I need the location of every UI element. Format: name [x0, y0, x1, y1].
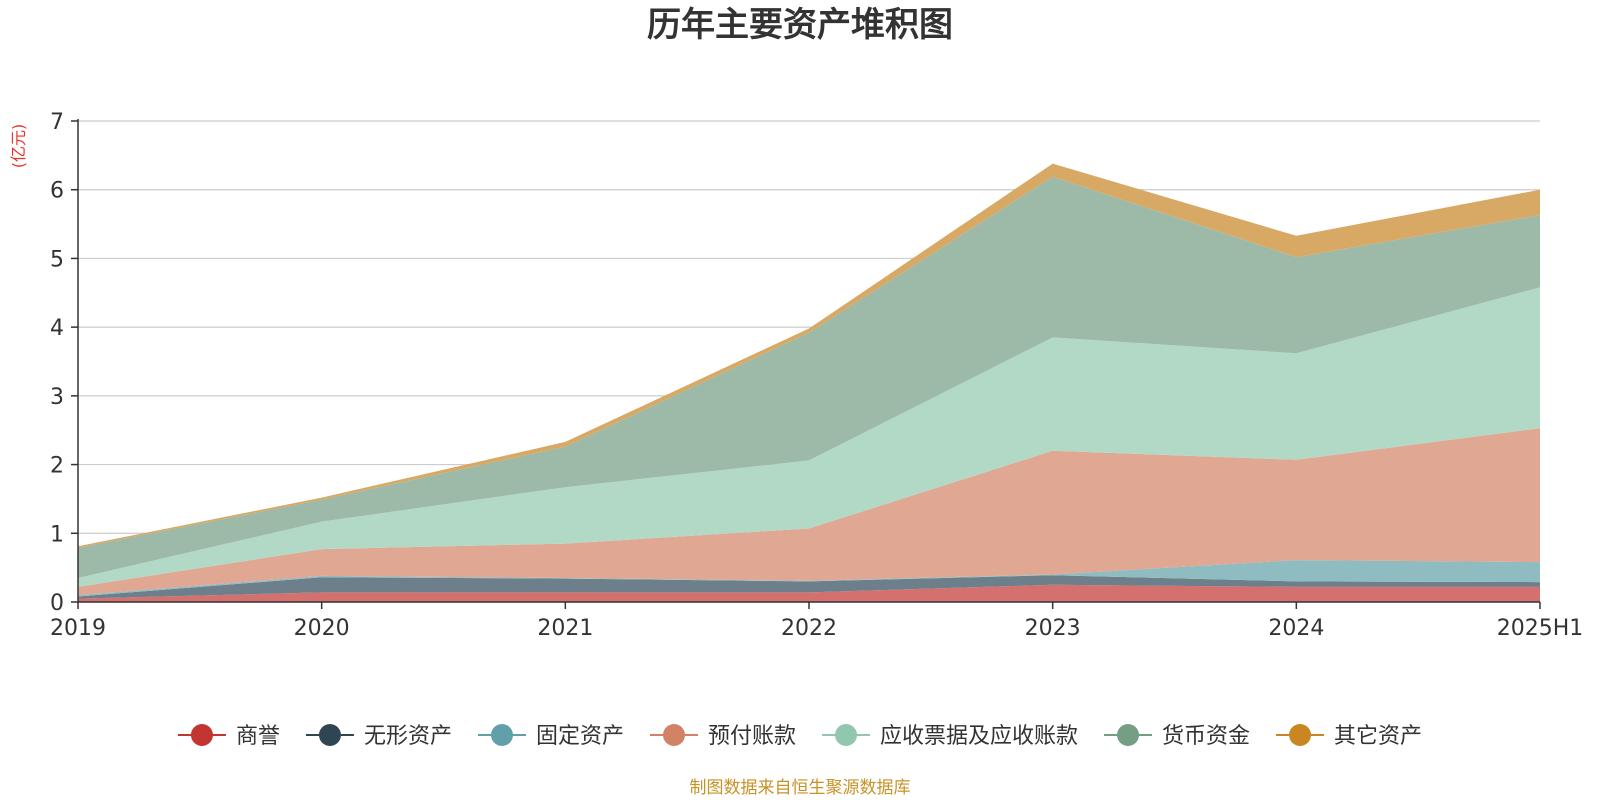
- x-tick-label-2022: 2022: [781, 616, 837, 641]
- legend-swatch-marker: [1289, 724, 1312, 746]
- legend-item[interactable]: 应收票据及应收账款: [822, 724, 1078, 749]
- legend-swatch-marker: [318, 724, 341, 746]
- area-series-2: [78, 575, 1540, 599]
- legend-label: 其它资产: [1334, 724, 1422, 749]
- y-tick-label-5: 5: [50, 247, 64, 272]
- legend-item[interactable]: 预付账款: [649, 724, 796, 749]
- legend-label: 商誉: [236, 724, 280, 749]
- area-series-4: [78, 428, 1540, 596]
- y-tick-label-0: 0: [50, 591, 64, 616]
- x-tick-label-2019: 2019: [50, 616, 106, 641]
- legend-label: 固定资产: [536, 724, 624, 749]
- area-series-6: [78, 176, 1540, 578]
- y-axis-unit-label: (亿元): [9, 124, 28, 169]
- legend-swatch-marker: [190, 724, 213, 746]
- y-tick-label-6: 6: [50, 179, 64, 204]
- legend-label: 无形资产: [364, 724, 452, 749]
- legend-item[interactable]: 其它资产: [1276, 724, 1422, 749]
- area-series-1: [78, 584, 1540, 602]
- legend-label: 应收票据及应收账款: [880, 724, 1078, 749]
- area-series-3: [78, 560, 1540, 597]
- legend-item[interactable]: 货币资金: [1104, 724, 1250, 749]
- legend-item[interactable]: 商誉: [177, 724, 280, 749]
- x-tick-label-2021: 2021: [537, 616, 593, 641]
- y-tick-label-3: 3: [50, 385, 64, 410]
- y-tick-label-4: 4: [50, 316, 64, 341]
- y-tick-label-2: 2: [50, 454, 64, 479]
- x-tick-label-2024: 2024: [1268, 616, 1324, 641]
- legend-swatch-marker: [662, 724, 685, 746]
- axes: 0 1 2 3 4 5 6 7 2019 2020 2021 2022 2023 2024 2025H1: [50, 110, 1583, 641]
- x-tick-label-2020: 2020: [294, 616, 350, 641]
- source-note: 制图数据来自恒生聚源数据库: [690, 778, 911, 798]
- legend-swatch-marker: [1117, 724, 1140, 746]
- legend-swatch-marker: [490, 724, 513, 746]
- legend-label: 货币资金: [1162, 724, 1250, 749]
- chart-title: 历年主要资产堆积图: [647, 5, 953, 45]
- legend: 商誉 无形资产 固定资产 预付账款 应收票据及应收账款 货币资金 其它资产: [177, 724, 1422, 749]
- y-tick-label-7: 7: [50, 110, 64, 135]
- legend-swatch-marker: [835, 724, 858, 746]
- area-series-group: [78, 163, 1540, 602]
- legend-item[interactable]: 无形资产: [305, 724, 452, 749]
- y-tick-label-1: 1: [50, 522, 64, 547]
- legend-item[interactable]: 固定资产: [477, 724, 624, 749]
- x-tick-label-2023: 2023: [1025, 616, 1081, 641]
- legend-label: 预付账款: [708, 724, 796, 749]
- x-tick-label-2025H1: 2025H1: [1497, 616, 1584, 641]
- area-series-5: [78, 287, 1540, 587]
